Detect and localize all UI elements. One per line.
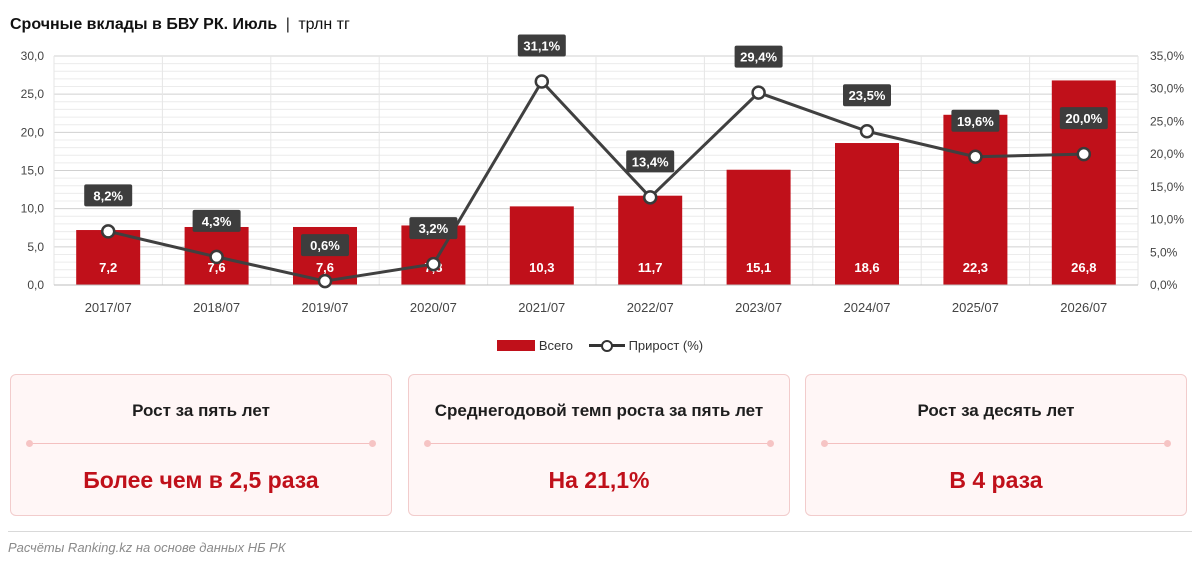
card-divider	[821, 440, 1171, 447]
bar-value-label: 15,1	[746, 260, 771, 275]
bar-value-label: 7,6	[316, 260, 334, 275]
growth-label: 19,6%	[957, 114, 994, 129]
growth-label: 0,6%	[310, 238, 340, 253]
card-title: Среднегодовой темп роста за пять лет	[434, 401, 764, 420]
y-left-tick-label: 0,0	[27, 278, 44, 292]
y-left-tick-label: 5,0	[27, 240, 44, 254]
growth-label-box	[626, 150, 675, 173]
growth-label-box	[301, 234, 349, 257]
bar	[509, 206, 574, 285]
x-tick-label: 2025/07	[952, 300, 999, 315]
x-tick-label: 2017/07	[85, 300, 132, 315]
growth-marker	[317, 273, 333, 289]
y-left-tick-label: 10,0	[21, 202, 45, 216]
x-tick-label: 2024/07	[844, 300, 891, 315]
card-title: Рост за десять лет	[917, 401, 1075, 420]
x-tick-label: 2019/07	[302, 300, 349, 315]
growth-label: 4,3%	[202, 214, 232, 229]
y-right-tick-label: 25,0%	[1150, 114, 1184, 128]
growth-label-box	[843, 84, 891, 107]
bar-value-label: 11,7	[638, 260, 663, 275]
legend-line-swatch	[588, 340, 625, 353]
growth-label-box	[84, 184, 133, 207]
chart-title-main: Срочные вклады в БВУ РК. Июль	[10, 16, 278, 33]
growth-marker	[859, 123, 875, 139]
y-left-tick-label: 20,0	[21, 125, 45, 139]
growth-line	[107, 80, 1084, 283]
card-value: Более чем в 2,5 раза	[83, 467, 319, 493]
chart-legend: Всего Прирост (%)	[0, 337, 1200, 353]
y-left-tick-label: 15,0	[21, 164, 45, 178]
x-tick-label: 2018/07	[193, 300, 240, 315]
y-right-tick-label: 20,0%	[1150, 147, 1184, 161]
growth-marker	[968, 149, 983, 165]
growth-label: 13,4%	[632, 154, 669, 169]
y-right-tick-label: 0,0%	[1150, 278, 1178, 292]
x-tick-label: 2022/07	[627, 300, 674, 315]
growth-marker	[426, 256, 441, 272]
growth-label: 8,2%	[93, 188, 123, 203]
growth-label-box	[192, 209, 241, 232]
bar-value-label: 10,3	[529, 260, 554, 275]
y-left-tick-label: 25,0	[21, 87, 45, 101]
growth-label: 29,4%	[740, 50, 777, 65]
x-tick-label: 2021/07	[518, 300, 565, 315]
card-average-annual-growth: Среднегодовой темп роста за пять лет На …	[408, 374, 790, 516]
y-right-tick-label: 10,0%	[1150, 213, 1184, 227]
growth-marker	[209, 249, 224, 265]
growth-marker	[534, 74, 550, 89]
growth-label: 20,0%	[1065, 111, 1102, 126]
bar-value-label: 7,2	[99, 260, 117, 275]
growth-label-box	[951, 109, 1000, 132]
chart-unit: трлн тг	[298, 16, 350, 33]
legend-bar-swatch	[496, 340, 535, 352]
x-tick-label: 2026/07	[1060, 300, 1107, 315]
y-right-tick-label: 35,0%	[1150, 49, 1184, 63]
legend-item-bar[interactable]: Всего	[496, 338, 573, 354]
source-note: Расчёты Ranking.kz на основе данных НБ Р…	[8, 540, 286, 555]
chart-title: Срочные вклады в БВУ РК. Июль | трлн тг	[10, 16, 350, 34]
growth-marker	[751, 85, 766, 100]
y-right-tick-label: 30,0%	[1150, 82, 1184, 96]
growth-marker	[100, 224, 116, 239]
bar-value-label: 26,8	[1071, 260, 1096, 275]
card-five-year-growth: Рост за пять лет Более чем в 2,5 раза	[10, 374, 392, 516]
card-title: Рост за пять лет	[132, 401, 270, 420]
bar-value-label: 22,3	[963, 260, 988, 275]
growth-label: 31,1%	[523, 39, 560, 54]
legend-line-label: Прирост (%)	[628, 338, 704, 354]
bar	[835, 143, 899, 285]
legend-item-line[interactable]: Прирост (%)	[588, 338, 704, 354]
y-left-tick-label: 30,0	[21, 49, 45, 63]
bar	[618, 195, 683, 285]
combo-chart: 0,0 5,0 10,0 15,0 20,0 25,0 30,0 0,0% 5,0% 10,0% 1…	[21, 34, 1184, 315]
footer-divider	[8, 531, 1192, 532]
bar	[943, 114, 1008, 285]
title-separator: |	[285, 16, 290, 33]
growth-label: 23,5%	[849, 88, 886, 103]
bar-value-label: 18,6	[854, 260, 879, 275]
growth-label: 3,2%	[419, 221, 449, 236]
growth-label-box	[517, 34, 566, 57]
y-right-tick-label: 15,0%	[1150, 180, 1184, 194]
growth-label-box	[409, 217, 458, 240]
growth-marker	[642, 190, 658, 205]
x-tick-label: 2023/07	[735, 300, 782, 315]
legend-bar-label: Всего	[538, 338, 573, 354]
growth-label-box	[1059, 107, 1108, 130]
growth-label-box	[734, 45, 783, 68]
x-tick-label: 2020/07	[410, 300, 457, 315]
card-divider	[424, 440, 774, 447]
card-value: На 21,1%	[548, 467, 650, 493]
y-right-tick-label: 5,0%	[1150, 245, 1178, 259]
bar	[726, 169, 791, 285]
card-ten-year-growth: Рост за десять лет В 4 раза	[805, 374, 1187, 516]
growth-marker	[1076, 146, 1092, 162]
card-value: В 4 раза	[949, 467, 1043, 493]
bar	[76, 230, 141, 285]
bar-value-label: 7,6	[208, 260, 226, 275]
card-divider	[26, 440, 376, 447]
